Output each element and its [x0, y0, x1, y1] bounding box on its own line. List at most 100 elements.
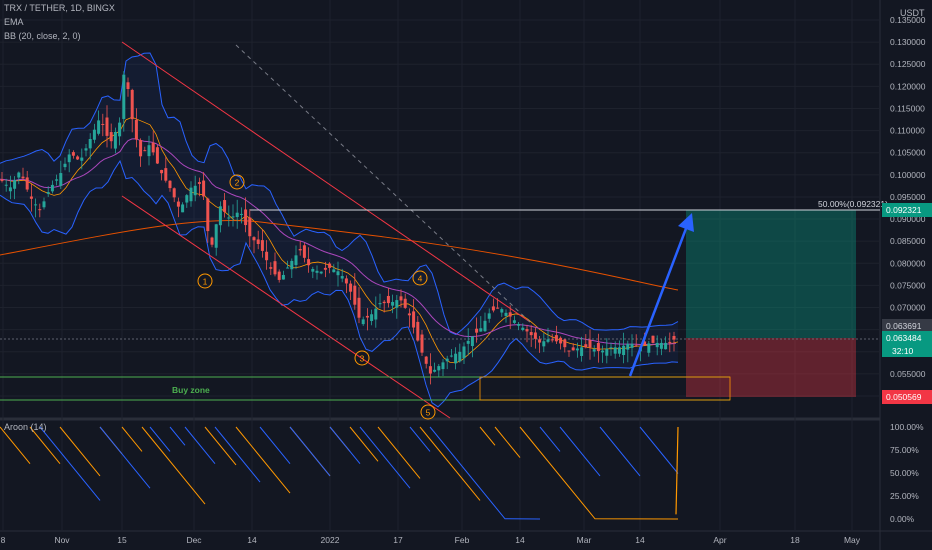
candle-body — [538, 339, 542, 343]
ema-slow-line — [0, 219, 679, 291]
candle-body — [596, 342, 600, 352]
time-tick: 2022 — [321, 535, 340, 545]
arrow-head — [678, 213, 694, 232]
candles — [0, 71, 676, 385]
candle-body — [139, 140, 143, 157]
price-tick: 0.100000 — [890, 170, 926, 180]
candle-body — [273, 261, 277, 275]
candle-body — [462, 346, 466, 359]
aroon-down-line — [39, 426, 679, 520]
countdown-text: 32:10 — [892, 346, 914, 356]
candle-body — [248, 217, 252, 237]
wave-circle — [354, 350, 370, 366]
candle-body — [374, 308, 378, 320]
candle-body — [63, 163, 67, 168]
price-tick: 0.125000 — [890, 59, 926, 69]
candle-body — [554, 335, 558, 342]
candle-body — [155, 147, 159, 164]
candle-body — [344, 278, 348, 284]
candle-body — [575, 348, 579, 351]
candle-body — [46, 192, 50, 194]
symbol-legend[interactable]: TRX / TETHER, 1D, BINGX — [4, 3, 115, 13]
candle-body — [634, 345, 638, 347]
candle-body — [197, 182, 201, 184]
price-tick: 0.130000 — [890, 37, 926, 47]
candle-body — [277, 271, 281, 280]
candle-body — [512, 320, 516, 323]
candle-body — [500, 309, 504, 313]
candle-body — [34, 204, 38, 206]
candle-body — [315, 270, 319, 273]
candle-body — [496, 307, 500, 309]
candle-body — [21, 176, 25, 179]
bb-fill — [0, 53, 678, 407]
price-tag-text-current: 0.063484 — [886, 333, 922, 343]
aroon-tick: 50.00% — [890, 468, 919, 478]
candle-body — [428, 366, 432, 374]
candle-body — [571, 347, 575, 351]
candle-body — [302, 245, 306, 258]
candle-body — [118, 122, 122, 137]
price-tag-stop — [882, 390, 932, 404]
candle-body — [420, 334, 424, 353]
loss-zone — [686, 338, 856, 397]
candle-body — [50, 184, 54, 192]
candle-body — [323, 267, 327, 270]
ema-legend[interactable]: EMA — [4, 17, 24, 27]
candle-body — [319, 271, 323, 274]
price-tick: 0.120000 — [890, 81, 926, 91]
candle-body — [286, 267, 290, 269]
candle-body — [55, 179, 59, 181]
bb-legend[interactable]: BB (20, close, 2, 0) — [4, 31, 81, 41]
time-tick: Mar — [577, 535, 592, 545]
candle-body — [487, 313, 491, 319]
candle-body — [445, 358, 449, 362]
candle-body — [403, 298, 407, 308]
candle-body — [365, 315, 369, 318]
candle-body — [483, 320, 487, 332]
price-tick: 0.055000 — [890, 369, 926, 379]
candle-body — [185, 195, 189, 203]
candle-body — [622, 345, 626, 356]
candle-body — [4, 184, 8, 186]
price-tick: 0.070000 — [890, 303, 926, 313]
candle-body — [235, 212, 239, 218]
time-tick: Nov — [54, 535, 70, 545]
candle-body — [412, 311, 416, 328]
aroon-tick: 100.00% — [890, 422, 924, 432]
candle-body — [92, 129, 96, 140]
candle-body — [59, 173, 63, 186]
projection-arrow — [628, 217, 692, 377]
axes: 0.0500000.0550000.0600000.0650000.070000… — [1, 15, 932, 545]
aroon-legend[interactable]: Aroon (14) — [4, 422, 47, 432]
candle-body — [256, 239, 260, 245]
candle-body — [336, 271, 340, 276]
candle-body — [29, 196, 33, 199]
candle-body — [172, 188, 176, 198]
candle-body — [504, 312, 508, 316]
wave-label: 3 — [360, 354, 365, 364]
candle-body — [672, 335, 676, 340]
price-tick: 0.115000 — [890, 103, 925, 113]
candle-body — [407, 313, 411, 316]
wave-label: 4 — [418, 274, 423, 284]
candle-body — [370, 314, 374, 321]
candle-body — [533, 332, 537, 339]
candle-body — [25, 177, 29, 190]
price-tick: 0.080000 — [890, 258, 926, 268]
candle-body — [508, 312, 512, 317]
price-tag-target — [882, 203, 932, 217]
candle-body — [328, 263, 332, 268]
price-tick: 0.135000 — [890, 15, 926, 25]
candle-body — [130, 89, 134, 120]
candle-body — [84, 148, 88, 151]
candle-body — [239, 213, 243, 215]
candle-body — [361, 319, 365, 325]
price-tick: 0.105000 — [890, 148, 926, 158]
price-tick: 0.095000 — [890, 192, 926, 202]
candle-body — [357, 297, 361, 318]
candle-body — [546, 339, 550, 342]
candle-body — [563, 339, 567, 348]
candle-body — [109, 132, 113, 142]
